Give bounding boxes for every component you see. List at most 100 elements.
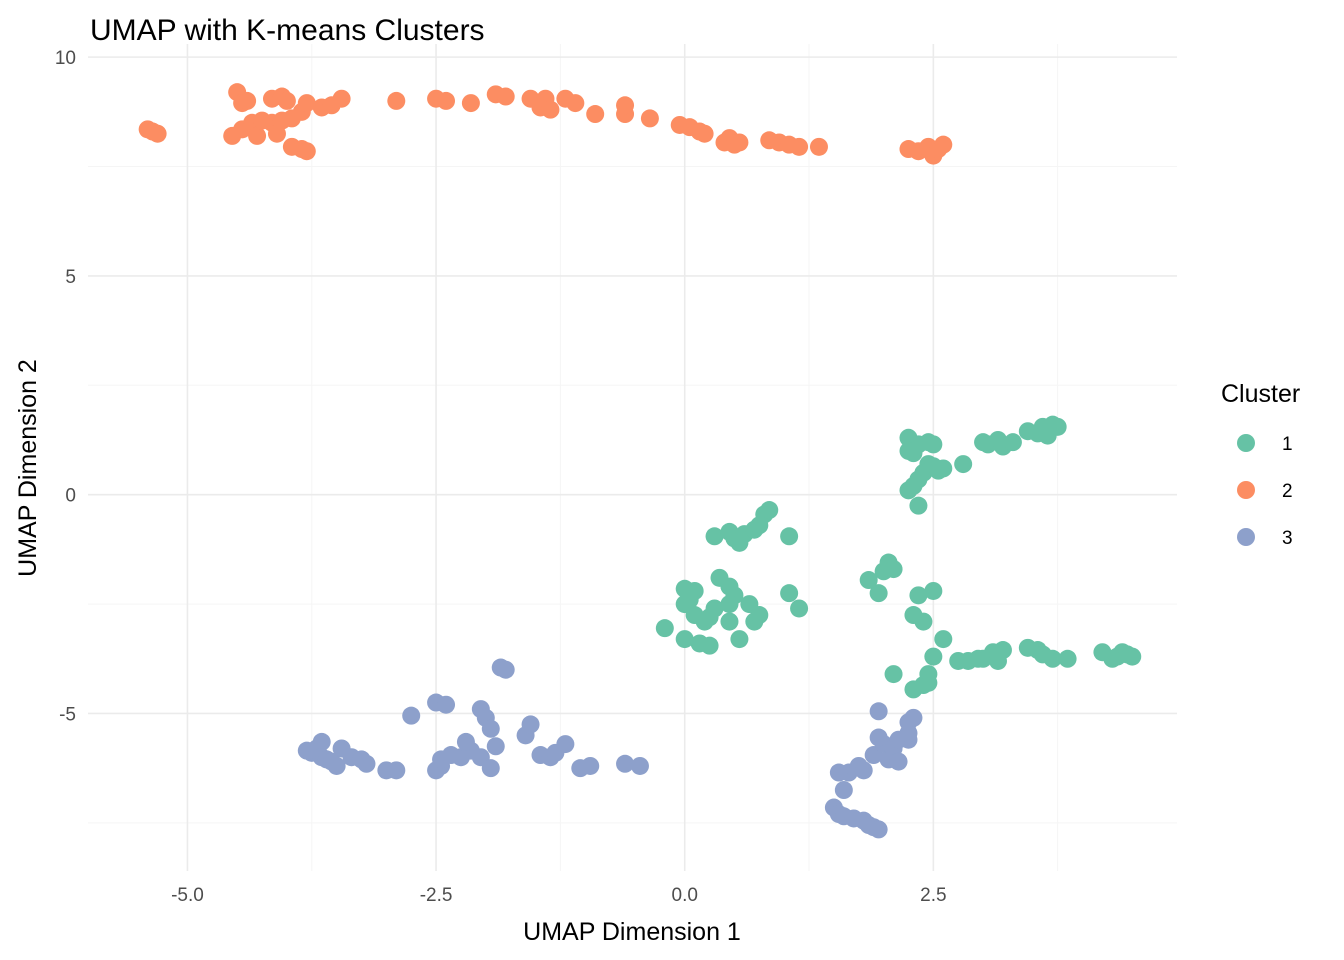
data-point-cluster-3 <box>869 702 888 721</box>
data-point-cluster-1 <box>760 501 779 520</box>
data-point-cluster-2 <box>640 109 659 128</box>
data-point-cluster-1 <box>919 673 938 692</box>
data-point-cluster-3 <box>312 732 331 751</box>
x-tick-label: -2.5 <box>420 885 453 906</box>
y-tick-label: 0 <box>65 486 76 507</box>
data-point-cluster-1 <box>934 459 953 478</box>
legend-key-1 <box>1237 434 1255 452</box>
data-point-cluster-3 <box>521 715 540 734</box>
data-point-cluster-1 <box>988 651 1007 670</box>
y-tick-label: -5 <box>59 704 76 725</box>
legend-key-2 <box>1237 481 1255 499</box>
legend-items: 1 2 3 <box>1237 434 1293 549</box>
data-point-cluster-3 <box>496 660 515 679</box>
data-point-cluster-3 <box>834 781 853 800</box>
data-point-cluster-2 <box>148 124 167 143</box>
data-point-cluster-3 <box>829 763 848 782</box>
legend-label-1: 1 <box>1282 434 1293 455</box>
data-point-cluster-1 <box>790 599 809 618</box>
data-point-cluster-2 <box>541 100 560 119</box>
data-point-cluster-1 <box>909 586 928 605</box>
data-point-cluster-3 <box>904 708 923 727</box>
data-point-cluster-3 <box>481 759 500 778</box>
legend-title: Cluster <box>1221 380 1300 408</box>
data-point-cluster-1 <box>924 581 943 600</box>
data-point-cluster-2 <box>461 94 480 113</box>
data-point-cluster-2 <box>566 94 585 113</box>
data-point-cluster-1 <box>1003 433 1022 452</box>
data-point-cluster-1 <box>974 649 993 668</box>
data-point-cluster-1 <box>909 496 928 515</box>
data-point-cluster-1 <box>904 444 923 463</box>
x-axis-title: UMAP Dimension 1 <box>523 918 741 946</box>
data-point-cluster-3 <box>481 719 500 738</box>
data-point-cluster-2 <box>616 96 635 115</box>
data-point-cluster-2 <box>790 137 809 156</box>
data-point-cluster-1 <box>750 606 769 625</box>
data-point-cluster-2 <box>297 94 316 113</box>
legend-label-2: 2 <box>1282 481 1293 502</box>
data-point-cluster-2 <box>248 126 267 145</box>
data-point-cluster-1 <box>934 630 953 649</box>
data-point-cluster-1 <box>780 527 799 546</box>
data-point-cluster-2 <box>730 133 749 152</box>
y-tick-label: 5 <box>65 267 76 288</box>
data-point-cluster-1 <box>1123 647 1142 666</box>
grid-lines <box>88 44 1177 871</box>
data-point-cluster-1 <box>884 665 903 684</box>
data-point-cluster-1 <box>1048 417 1067 436</box>
data-point-cluster-1 <box>924 435 943 454</box>
data-point-cluster-1 <box>1058 649 1077 668</box>
data-point-cluster-3 <box>556 735 575 754</box>
data-point-cluster-1 <box>859 571 878 590</box>
data-point-cluster-1 <box>730 630 749 649</box>
data-point-cluster-1 <box>705 527 724 546</box>
data-point-cluster-2 <box>297 142 316 161</box>
data-point-cluster-3 <box>889 752 908 771</box>
y-tick-label: 10 <box>55 48 76 69</box>
data-point-cluster-3 <box>854 761 873 780</box>
x-tick-label: 2.5 <box>920 885 946 906</box>
data-point-cluster-2 <box>934 135 953 154</box>
data-point-cluster-1 <box>655 619 674 638</box>
chart-title: UMAP with K-means Clusters <box>90 14 485 47</box>
axis-tick-labels: -5.0 -2.5 0.0 2.5 -5 0 5 10 <box>55 48 947 906</box>
data-point-cluster-2 <box>695 124 714 143</box>
x-tick-label: -5.0 <box>171 885 204 906</box>
data-points <box>138 83 1142 839</box>
legend-label-3: 3 <box>1282 528 1293 549</box>
data-point-cluster-3 <box>387 761 406 780</box>
data-point-cluster-3 <box>616 754 635 773</box>
data-point-cluster-3 <box>327 756 346 775</box>
data-point-cluster-1 <box>705 599 724 618</box>
data-point-cluster-3 <box>357 754 376 773</box>
data-point-cluster-1 <box>904 476 923 495</box>
data-point-cluster-1 <box>700 636 719 655</box>
data-point-cluster-1 <box>685 581 704 600</box>
y-axis-title: UMAP Dimension 2 <box>14 359 42 577</box>
data-point-cluster-3 <box>869 820 888 839</box>
data-point-cluster-1 <box>780 584 799 603</box>
data-point-cluster-1 <box>675 630 694 649</box>
legend-key-3 <box>1237 528 1255 546</box>
data-point-cluster-1 <box>914 612 933 631</box>
data-point-cluster-2 <box>437 91 456 110</box>
data-point-cluster-1 <box>720 612 739 631</box>
data-point-cluster-3 <box>869 728 888 747</box>
data-point-cluster-2 <box>387 91 406 110</box>
data-point-cluster-3 <box>486 737 505 756</box>
data-point-cluster-2 <box>809 137 828 156</box>
data-point-cluster-1 <box>884 560 903 579</box>
data-point-cluster-3 <box>456 732 475 751</box>
data-point-cluster-2 <box>496 87 515 106</box>
data-point-cluster-3 <box>630 756 649 775</box>
data-point-cluster-2 <box>277 91 296 110</box>
data-point-cluster-3 <box>581 756 600 775</box>
data-point-cluster-1 <box>924 647 943 666</box>
legend: Cluster 1 2 3 <box>1221 380 1300 549</box>
data-point-cluster-2 <box>332 89 351 108</box>
data-point-cluster-3 <box>437 695 456 714</box>
data-point-cluster-2 <box>586 105 605 124</box>
data-point-cluster-3 <box>402 706 421 725</box>
